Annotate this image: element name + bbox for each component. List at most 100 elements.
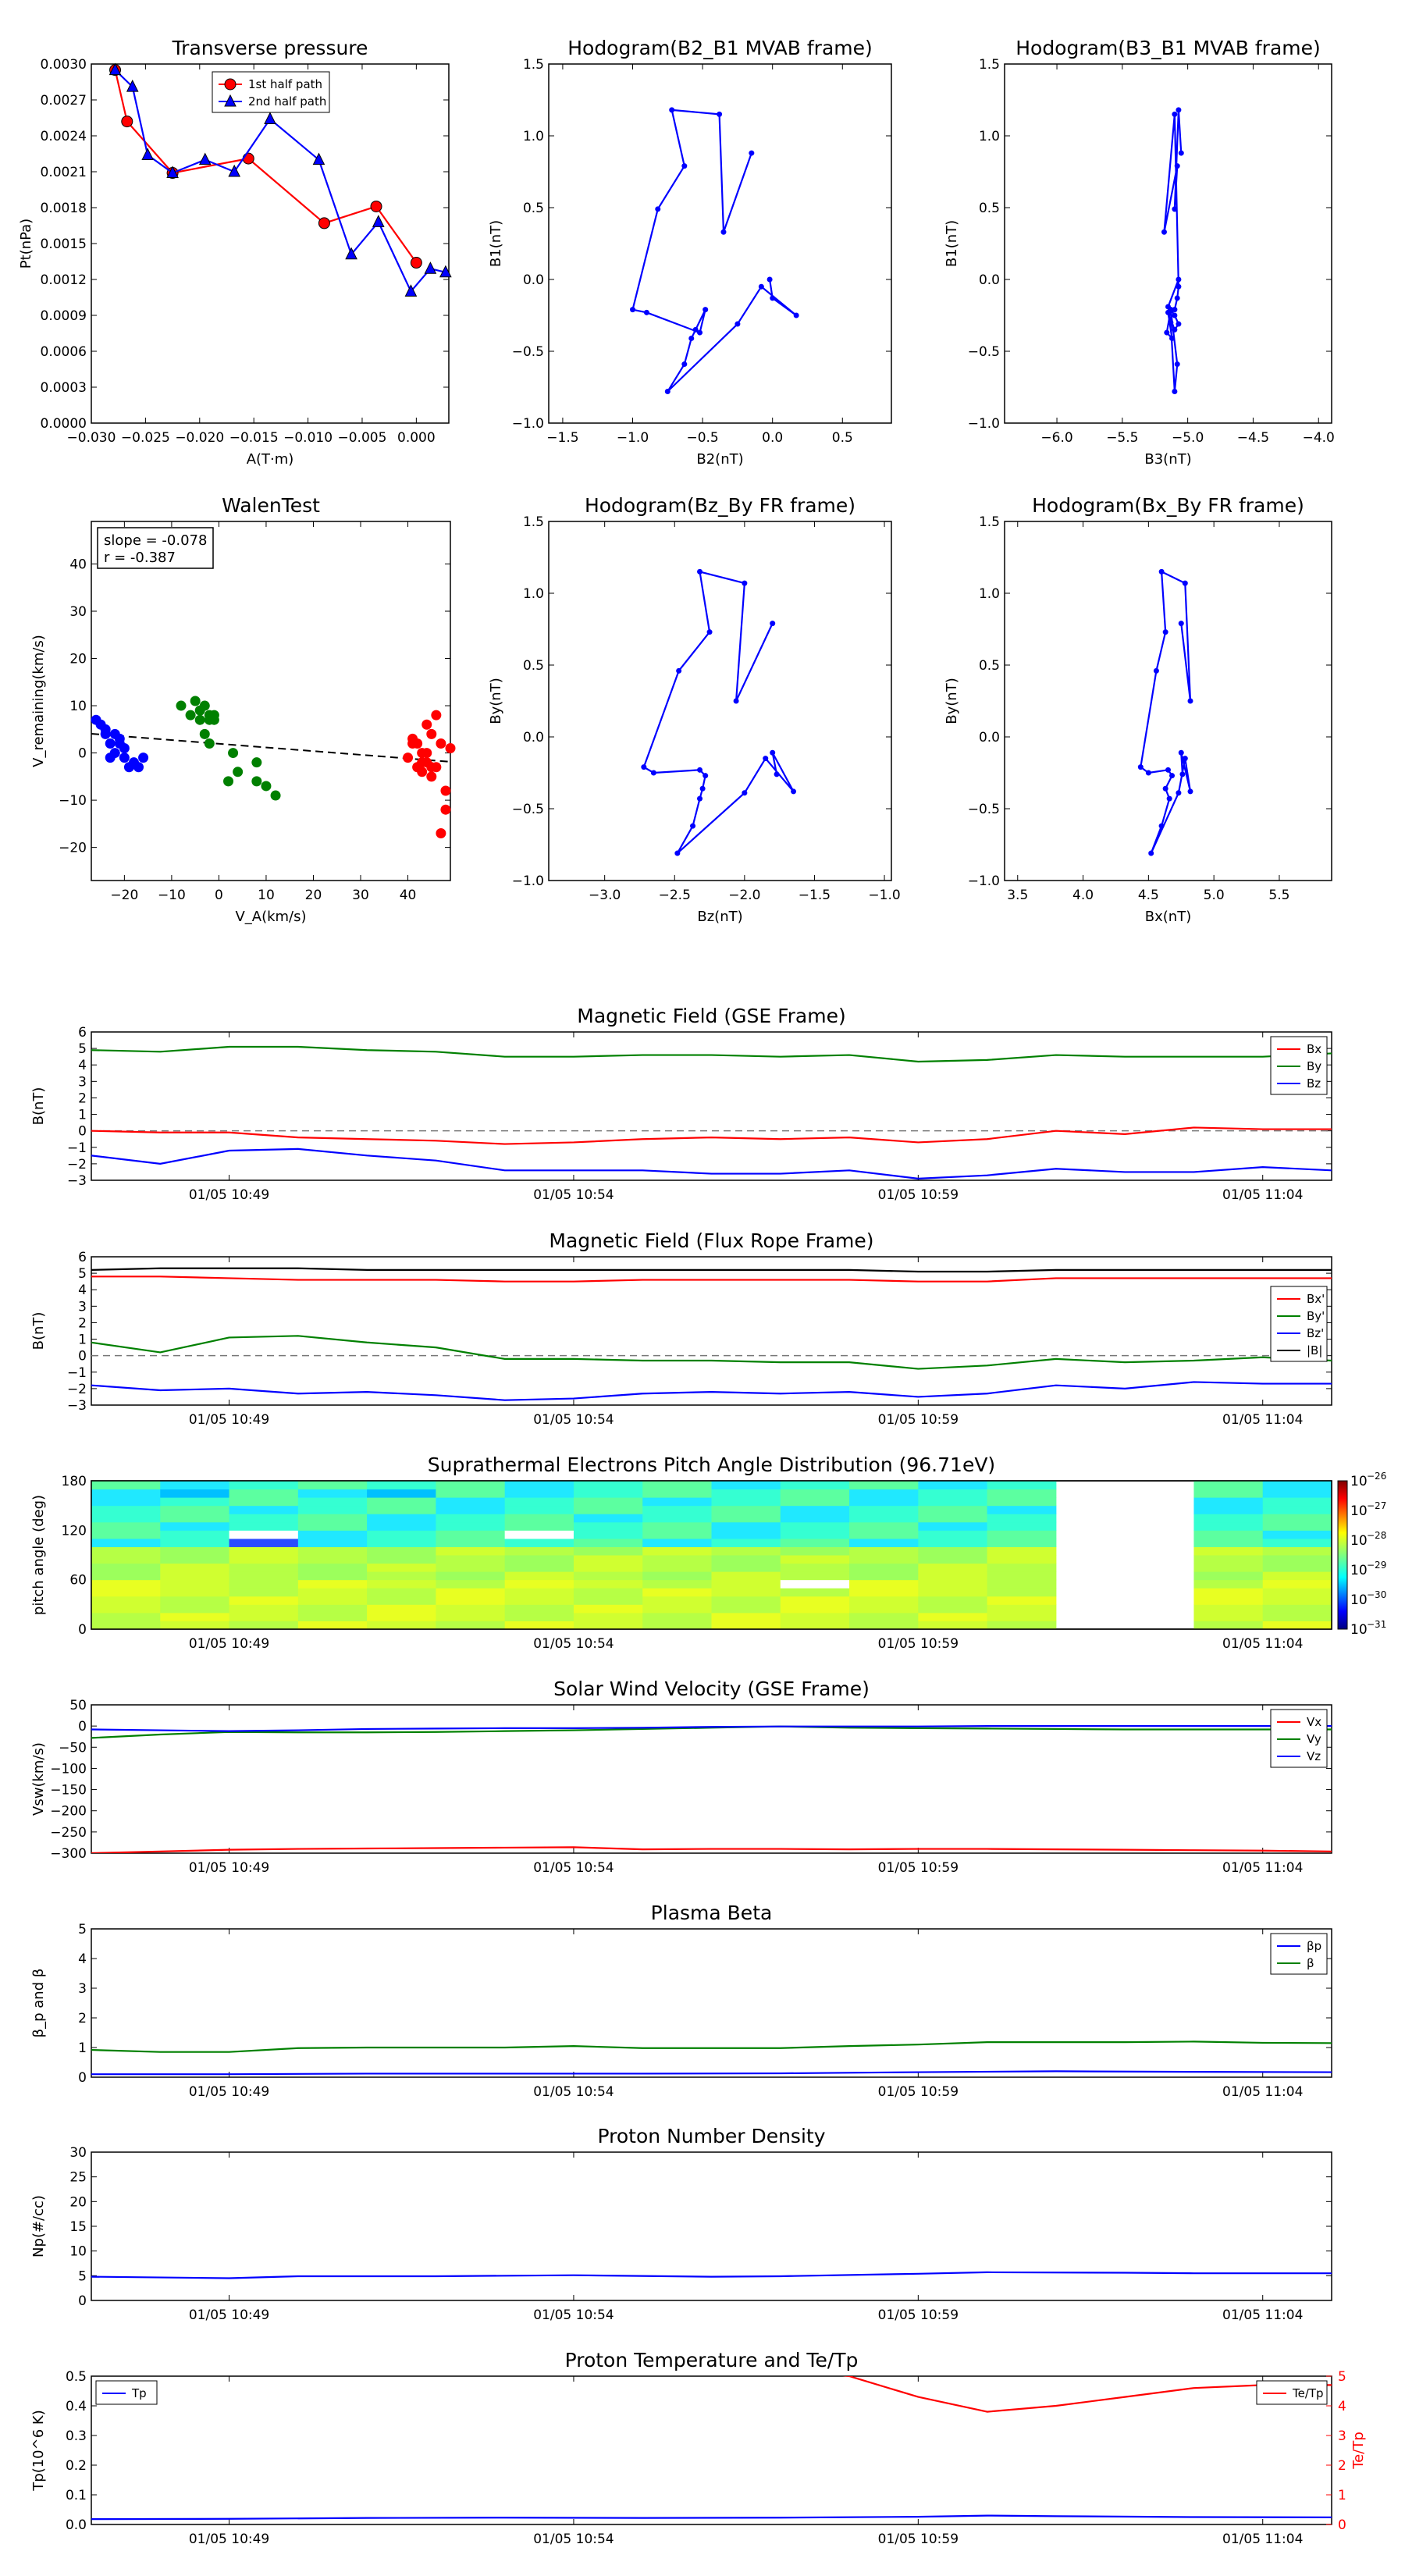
y-tick-label: −1 [67, 1365, 87, 1381]
heatmap-cell [642, 1481, 712, 1490]
data-point [190, 696, 201, 706]
heatmap-cell [849, 1563, 919, 1572]
heatmap-cell [229, 1596, 299, 1605]
heatmap-cell [504, 1563, 574, 1572]
data-point [424, 262, 437, 274]
y-tick-label: 1.0 [979, 129, 1000, 144]
heatmap-cell [297, 1555, 368, 1564]
chart-title: Magnetic Field (GSE Frame) [577, 1005, 845, 1027]
data-point [669, 107, 675, 113]
x-tick-label: 01/05 10:54 [533, 2307, 614, 2323]
heatmap-cell [436, 1612, 506, 1621]
heatmap-cell [297, 1489, 368, 1498]
x-tick-label: 01/05 10:59 [878, 2307, 959, 2323]
data-point [1172, 389, 1178, 395]
heatmap-cell [573, 1579, 643, 1589]
heatmap-cell [229, 1521, 299, 1531]
heatmap-cell [229, 1538, 299, 1547]
y-axis-label: B(nT) [30, 1312, 47, 1350]
heatmap-cell [1193, 1571, 1264, 1581]
heatmap-cell [436, 1563, 506, 1572]
x-tick-label: 01/05 10:49 [189, 2084, 269, 2100]
heatmap-cell [1262, 1621, 1332, 1630]
heatmap-cell [504, 1612, 574, 1621]
heatmap-cell [780, 1530, 850, 1539]
plot-frame [548, 521, 892, 881]
data-point [717, 111, 723, 117]
heatmap-cell [642, 1563, 712, 1572]
heatmap-cell [573, 1489, 643, 1498]
y-tick-label: 0.0 [979, 272, 1000, 288]
y-tick-label: 1.0 [523, 129, 544, 144]
heatmap-cell [918, 1546, 988, 1556]
y-axis-label: pitch angle (deg) [30, 1495, 47, 1615]
y2-tick-label: 3 [1338, 2428, 1346, 2444]
x-tick-label: −4.0 [1303, 430, 1335, 446]
heatmap-cell [1193, 1538, 1264, 1547]
series-line [91, 1725, 1332, 1739]
heatmap-cell [1193, 1505, 1264, 1514]
heatmap-cell [91, 1604, 161, 1614]
heatmap-cell [504, 1579, 574, 1589]
x-tick-label: 40 [400, 888, 417, 903]
y2-tick-label: 4 [1338, 2399, 1346, 2414]
y-tick-label: 1.5 [523, 514, 544, 530]
heatmap-cell [436, 1588, 506, 1597]
x-tick-label: 01/05 11:04 [1222, 2532, 1303, 2547]
heatmap-cell [297, 1497, 368, 1507]
colorbar-tick-label: 10 [1350, 1563, 1368, 1578]
heatmap-cell [642, 1514, 712, 1523]
heatmap-cell [367, 1497, 436, 1507]
y-tick-label: 6 [78, 1250, 87, 1265]
x-axis-label: Bx(nT) [1145, 909, 1191, 925]
y-axis-label: β_p and β [30, 1969, 47, 2038]
heatmap-cell [573, 1481, 643, 1490]
heatmap-cell [918, 1514, 988, 1523]
series-line [91, 2271, 1332, 2279]
heatmap-cell [780, 1588, 850, 1597]
heatmap-cell [504, 1530, 574, 1539]
y-tick-label: 15 [69, 2219, 87, 2235]
heatmap-cell [436, 1530, 506, 1539]
data-point [176, 700, 187, 711]
data-point [194, 714, 205, 725]
heatmap-cell [987, 1546, 1057, 1556]
heatmap-cell [918, 1555, 988, 1564]
heatmap-cell [642, 1546, 712, 1556]
heatmap-cell [1262, 1497, 1332, 1507]
data-point [185, 710, 196, 720]
y-tick-label: −1.0 [512, 873, 544, 889]
heatmap-cell [504, 1621, 574, 1630]
chart-title: Proton Number Density [598, 2125, 826, 2147]
heatmap-cell [642, 1505, 712, 1514]
y-tick-label: 30 [69, 604, 87, 620]
x-tick-label: 01/05 10:49 [189, 2307, 269, 2323]
data-point [643, 309, 649, 315]
y-tick-label: 5 [78, 1041, 87, 1057]
heatmap-cell [1193, 1579, 1264, 1589]
heatmap-cell [436, 1596, 506, 1605]
y2-axis-label: Te/Tp [1350, 2432, 1367, 2470]
data-point [1176, 321, 1182, 327]
data-point [664, 389, 670, 395]
heatmap-cell [367, 1588, 436, 1597]
heatmap-cell [642, 1555, 712, 1564]
series-line [842, 2376, 1332, 2413]
y-tick-label: 1 [78, 1332, 87, 1348]
heatmap-cell [1193, 1604, 1264, 1614]
heatmap-cell [297, 1596, 368, 1605]
series-line [91, 1276, 1332, 1283]
heatmap-cell [642, 1571, 712, 1581]
data-point [1164, 329, 1170, 336]
heatmap-cell [849, 1489, 919, 1498]
heatmap-cell [436, 1514, 506, 1523]
heatmap-cell [780, 1571, 850, 1581]
heatmap-cell [918, 1481, 988, 1490]
heatmap-cell [504, 1546, 574, 1556]
y-tick-label: 0.0021 [41, 165, 87, 180]
heatmap-cell [160, 1604, 230, 1614]
heatmap-cell [780, 1489, 850, 1498]
data-point [702, 307, 709, 313]
y-tick-label: 1.5 [979, 57, 1000, 73]
